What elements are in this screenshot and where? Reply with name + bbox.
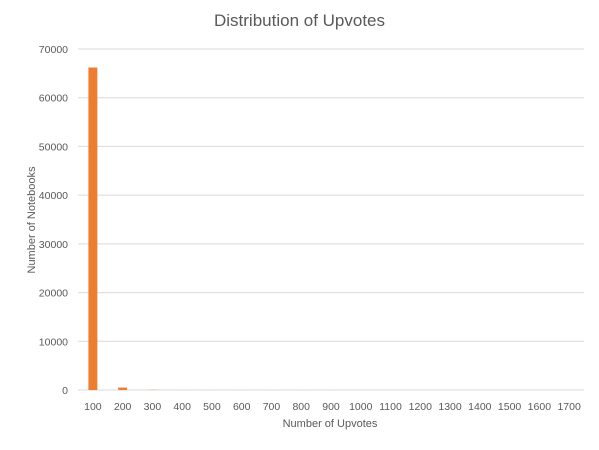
y-tick-label: 30000 bbox=[39, 239, 68, 251]
x-tick-label: 400 bbox=[173, 401, 191, 413]
x-tick-label: 900 bbox=[322, 401, 340, 413]
x-tick-label: 1400 bbox=[468, 401, 492, 413]
bar-100 bbox=[88, 67, 98, 391]
x-tick-label: 500 bbox=[203, 401, 221, 413]
x-tick-label: 700 bbox=[263, 401, 281, 413]
y-tick-label: 20000 bbox=[39, 288, 68, 300]
x-tick-label: 1100 bbox=[379, 401, 402, 413]
x-tick-label: 800 bbox=[292, 401, 310, 413]
x-tick-label: 200 bbox=[114, 401, 132, 413]
x-tick-label: 1500 bbox=[498, 401, 522, 413]
x-tick-label: 1000 bbox=[349, 401, 373, 413]
x-tick-label: 1200 bbox=[409, 401, 433, 413]
y-tick-label: 50000 bbox=[39, 141, 68, 153]
y-tick-label: 60000 bbox=[39, 93, 68, 105]
y-tick-label: 70000 bbox=[39, 44, 68, 56]
x-tick-label: 1700 bbox=[557, 401, 581, 413]
x-tick-label: 300 bbox=[144, 401, 162, 413]
y-tick-label: 0 bbox=[62, 385, 68, 397]
x-axis-title: Number of Upvotes bbox=[282, 418, 378, 430]
bar-200 bbox=[118, 387, 128, 390]
x-tick-label: 600 bbox=[233, 401, 251, 413]
x-tick-label: 100 bbox=[84, 401, 102, 413]
y-tick-label: 40000 bbox=[39, 190, 68, 202]
chart-title: Distribution of Upvotes bbox=[213, 11, 386, 30]
y-tick-label: 10000 bbox=[39, 336, 68, 348]
x-tick-label: 1300 bbox=[438, 401, 462, 413]
x-tick-label: 1600 bbox=[528, 401, 552, 413]
